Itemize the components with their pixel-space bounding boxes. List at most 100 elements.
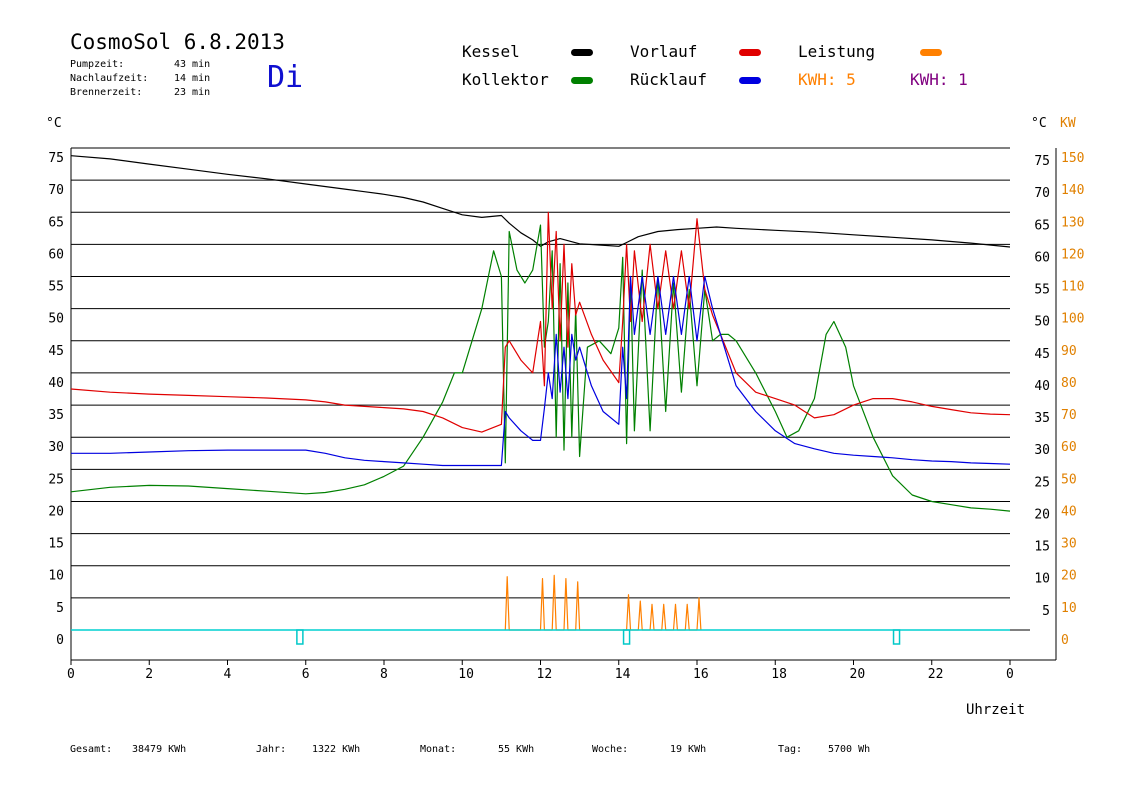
x-tick-label: 0 xyxy=(67,667,75,682)
stat-label: Pumpzeit: xyxy=(70,59,125,70)
y-tick-label-right-kw: 50 xyxy=(1061,472,1077,487)
y-tick-label-left: 35 xyxy=(48,408,64,423)
grid-lines xyxy=(71,147,1010,599)
brenner-marks xyxy=(296,629,901,645)
y-tick-label-right-c: 65 xyxy=(1034,218,1050,233)
chart-title: CosmoSol 6.8.2013 xyxy=(70,30,285,54)
legend-kwh-purple: KWH: 1 xyxy=(910,70,968,89)
x-tick-label: 0 xyxy=(1006,667,1014,682)
y-tick-label-left: 25 xyxy=(48,472,64,487)
y-tick-label-right-c: 55 xyxy=(1034,283,1050,298)
x-tick-label: 16 xyxy=(693,667,709,682)
tag-label: Tag: xyxy=(778,744,803,755)
y-tick-label-right-kw: 120 xyxy=(1061,247,1084,262)
stat-row: Brennerzeit: 23 min xyxy=(70,86,210,100)
footer-stats: Gesamt: 38479 KWh Jahr: 1322 KWh Monat: … xyxy=(70,744,970,760)
series-leistung xyxy=(504,574,702,631)
legend-kwh-orange: KWH: 5 xyxy=(798,70,856,89)
jahr-value: 1322 KWh xyxy=(312,744,361,755)
y-tick-label-left: 5 xyxy=(56,601,64,616)
y-tick-label-left: 15 xyxy=(48,537,64,552)
x-tick-label: 10 xyxy=(458,667,474,682)
chart-header: CosmoSol 6.8.2013 Pumpzeit: 43 min Nachla… xyxy=(70,30,370,110)
y-tick-label-left: 60 xyxy=(48,247,64,262)
y-tick-label-right-c: 25 xyxy=(1034,475,1050,490)
x-tick-label: 4 xyxy=(224,667,232,682)
x-tick-label: 22 xyxy=(928,667,944,682)
y-tick-label-right-c: 45 xyxy=(1034,347,1050,362)
x-tick-label: 12 xyxy=(537,667,553,682)
x-tick-label: 14 xyxy=(615,667,631,682)
brenner-mark xyxy=(622,629,631,645)
x-tick-label: 18 xyxy=(771,667,787,682)
gesamt-value: 38479 KWh xyxy=(132,744,187,755)
axes xyxy=(70,148,1057,665)
kwh-orange-label: KWH: xyxy=(798,70,837,89)
y-tick-label-left: 10 xyxy=(48,569,64,584)
series-vorlauf xyxy=(70,211,1011,433)
monat-value: 55 KWh xyxy=(498,744,535,755)
woche-label: Woche: xyxy=(592,744,629,755)
y-tick-label-right-c: 40 xyxy=(1034,379,1050,394)
monat-label: Monat: xyxy=(420,744,457,755)
legend-label-kollektor: Kollektor xyxy=(462,70,549,89)
brenner-mark xyxy=(892,629,901,645)
y-tick-label-left: 70 xyxy=(48,183,64,198)
y-tick-label-right-c: 35 xyxy=(1034,411,1050,426)
jahr-label: Jahr: xyxy=(256,744,287,755)
y-tick-label-right-c: 10 xyxy=(1034,572,1050,587)
legend-label-vorlauf: Vorlauf xyxy=(630,42,698,61)
legend: Kessel Vorlauf Leistung Kollektor Rückla… xyxy=(462,42,1022,98)
y-tick-label-right-kw: 130 xyxy=(1061,215,1084,230)
legend-label-kessel: Kessel xyxy=(462,42,520,61)
y-tick-label-left: 20 xyxy=(48,504,64,519)
y-tick-label-left: 50 xyxy=(48,312,64,327)
x-axis-label: Uhrzeit xyxy=(966,702,1026,718)
stat-value: 14 min xyxy=(174,73,211,84)
y-tick-label-left: 55 xyxy=(48,280,64,295)
y-tick-label-left: 45 xyxy=(48,344,64,359)
right-axis-unit-kw: KW xyxy=(1060,116,1076,131)
stat-row: Nachlaufzeit: 14 min xyxy=(70,72,210,86)
y-tick-label-right-c: 20 xyxy=(1034,507,1050,522)
right-axis-unit-c: °C xyxy=(1031,116,1047,131)
tick-labels: 0 2 4 6 8 10 12 14 16 18 20 22 0 0 5 10 15 20 25 30 35 40 45 50… xyxy=(48,151,1084,682)
x-tick-label: 8 xyxy=(380,667,388,682)
weekday-label: Di xyxy=(267,60,304,95)
left-axis-unit: °C xyxy=(46,116,62,131)
kwh-purple-value: 1 xyxy=(958,70,968,89)
legend-swatch-leistung xyxy=(920,49,942,56)
series-lines xyxy=(70,155,1011,631)
y-tick-label-right-c: 75 xyxy=(1034,154,1050,169)
y-tick-label-right-kw: 110 xyxy=(1061,280,1084,295)
y-tick-label-right-kw: 100 xyxy=(1061,312,1084,327)
y-tick-label-left: 0 xyxy=(56,633,64,648)
kwh-purple-label: KWH: xyxy=(910,70,949,89)
legend-swatch-kollektor xyxy=(571,77,593,84)
stat-label: Brennerzeit: xyxy=(70,87,143,98)
legend-swatch-vorlauf xyxy=(739,49,761,56)
y-tick-label-right-kw: 90 xyxy=(1061,344,1077,359)
y-tick-label-right-kw: 140 xyxy=(1061,183,1084,198)
y-tick-label-right-kw: 10 xyxy=(1061,601,1077,616)
y-tick-label-right-kw: 80 xyxy=(1061,376,1077,391)
stat-value: 23 min xyxy=(174,87,211,98)
tag-value: 5700 Wh xyxy=(828,744,871,755)
y-tick-label-right-kw: 40 xyxy=(1061,504,1077,519)
x-tick-label: 2 xyxy=(145,667,153,682)
x-tick-label: 20 xyxy=(850,667,866,682)
kwh-orange-value: 5 xyxy=(846,70,856,89)
y-tick-label-left: 30 xyxy=(48,440,64,455)
y-tick-label-right-c: 70 xyxy=(1034,186,1050,201)
legend-label-ruecklauf: Rücklauf xyxy=(630,70,708,89)
y-tick-label-right-c: 50 xyxy=(1034,315,1050,330)
gesamt-label: Gesamt: xyxy=(70,744,113,755)
y-tick-label-right-kw: 30 xyxy=(1061,537,1077,552)
series-rcklauf xyxy=(71,275,1011,467)
y-tick-label-left: 65 xyxy=(48,215,64,230)
y-tick-label-right-kw: 150 xyxy=(1061,151,1084,166)
y-tick-label-right-c: 60 xyxy=(1034,250,1050,265)
y-tick-label-left: 40 xyxy=(48,376,64,391)
x-tick-label: 6 xyxy=(302,667,310,682)
